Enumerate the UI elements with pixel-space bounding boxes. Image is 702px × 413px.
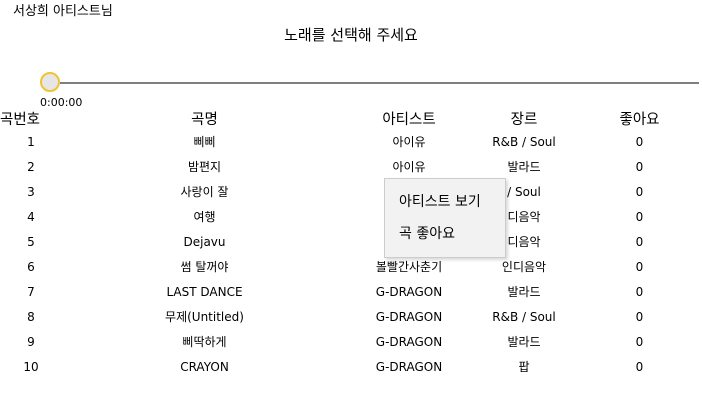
table-header-row: 곡번호 곡명 아티스트 장르 좋아요: [0, 108, 702, 129]
cell-title: 무제(Untitled): [165, 310, 244, 324]
cell-genre: 팝: [518, 360, 530, 374]
cell-genre: / Soul: [507, 184, 541, 199]
cell-artist: G-DRAGON: [375, 334, 443, 349]
cell-number: 8: [27, 309, 35, 324]
table-row[interactable]: 5Dejavu볼빨간디음악0: [0, 229, 702, 254]
cell-number: 4: [27, 209, 35, 224]
cell-title: Dejavu: [183, 234, 226, 249]
cell-genre: 인디음악: [501, 260, 547, 274]
cell-genre: 발라드: [507, 285, 541, 299]
cell-title: LAST DANCE: [166, 284, 243, 299]
cell-likes: 0: [635, 359, 644, 374]
user-label: 서상희 아티스트님: [13, 4, 113, 19]
table-row[interactable]: 8 무제(Untitled) G-DRAGON R&B / Soul 0: [0, 304, 702, 329]
cell-artist: 볼빨간사춘기: [375, 260, 443, 274]
cell-likes: 0: [635, 234, 644, 249]
cell-likes: 0: [635, 259, 644, 274]
cell-likes: 0: [635, 284, 644, 299]
cell-artist: G-DRAGON: [375, 284, 443, 299]
cell-title: 밤편지: [187, 160, 222, 174]
player: 0:00:00: [0, 70, 702, 115]
column-header-number[interactable]: 곡번호: [0, 112, 41, 128]
column-header-likes[interactable]: 좋아요: [619, 112, 660, 128]
cell-number: 9: [27, 334, 35, 349]
cell-genre: R&B / Soul: [492, 309, 556, 324]
menu-item-view-artist[interactable]: 아티스트 보기: [399, 194, 481, 210]
cell-number: 5: [27, 234, 35, 249]
cell-likes: 0: [635, 209, 644, 224]
table-row[interactable]: 6 썸 탈꺼야 볼빨간사춘기 인디음악 0: [0, 254, 702, 279]
cell-likes: 0: [635, 134, 644, 149]
table-row[interactable]: 7 LAST DANCE G-DRAGON 발라드 0: [0, 279, 702, 304]
cell-artist: 아이유: [392, 135, 426, 149]
cell-genre: 디음악: [507, 210, 541, 224]
cell-number: 2: [27, 159, 35, 174]
cell-likes: 0: [635, 334, 644, 349]
table-row[interactable]: 4여행볼빨간디음악0: [0, 204, 702, 229]
cell-likes: 0: [635, 184, 644, 199]
cell-artist: 아이유: [392, 160, 426, 174]
cell-likes: 0: [635, 159, 644, 174]
cell-genre: 발라드: [507, 160, 541, 174]
song-table: 곡번호 곡명 아티스트 장르 좋아요 1 삐삐 아이유 R&B / Soul 0 2 밤편지…: [0, 108, 702, 379]
cell-number: 6: [27, 259, 35, 274]
progress-thumb[interactable]: [40, 72, 60, 92]
table-row[interactable]: 2 밤편지 아이유 발라드 0: [0, 154, 702, 179]
cell-artist: G-DRAGON: [375, 309, 443, 324]
context-menu: 아티스트 보기 곡 좋아요: [384, 178, 506, 258]
cell-number: 10: [23, 359, 39, 374]
cell-artist: G-DRAGON: [375, 359, 443, 374]
cell-genre: 발라드: [507, 335, 541, 349]
page-title: 노래를 선택해 주세요: [284, 26, 418, 44]
table-row[interactable]: 9 삐딱하게 G-DRAGON 발라드 0: [0, 329, 702, 354]
table-row[interactable]: 10 CRAYON G-DRAGON 팝 0: [0, 354, 702, 379]
cell-number: 3: [27, 184, 35, 199]
cell-genre: R&B / Soul: [492, 134, 556, 149]
cell-likes: 0: [635, 309, 644, 324]
column-header-genre[interactable]: 장르: [510, 112, 538, 128]
cell-title: 삐삐: [193, 135, 216, 149]
cell-genre: 디음악: [507, 235, 541, 249]
column-header-title[interactable]: 곡명: [191, 112, 218, 128]
cell-number: 1: [27, 134, 35, 149]
cell-title: 삐딱하게: [182, 335, 227, 349]
cell-title: 여행: [193, 210, 216, 224]
cell-number: 7: [27, 284, 35, 299]
progress-track[interactable]: [60, 82, 699, 84]
time-display: 0:00:00: [40, 96, 83, 109]
menu-item-like-song[interactable]: 곡 좋아요: [399, 226, 455, 242]
column-header-artist[interactable]: 아티스트: [382, 112, 436, 128]
table-row[interactable]: 1 삐삐 아이유 R&B / Soul 0: [0, 129, 702, 154]
cell-title: 썸 탈꺼야: [180, 260, 229, 274]
cell-title: CRAYON: [180, 359, 229, 374]
cell-title: 사랑이 잘: [180, 185, 229, 199]
